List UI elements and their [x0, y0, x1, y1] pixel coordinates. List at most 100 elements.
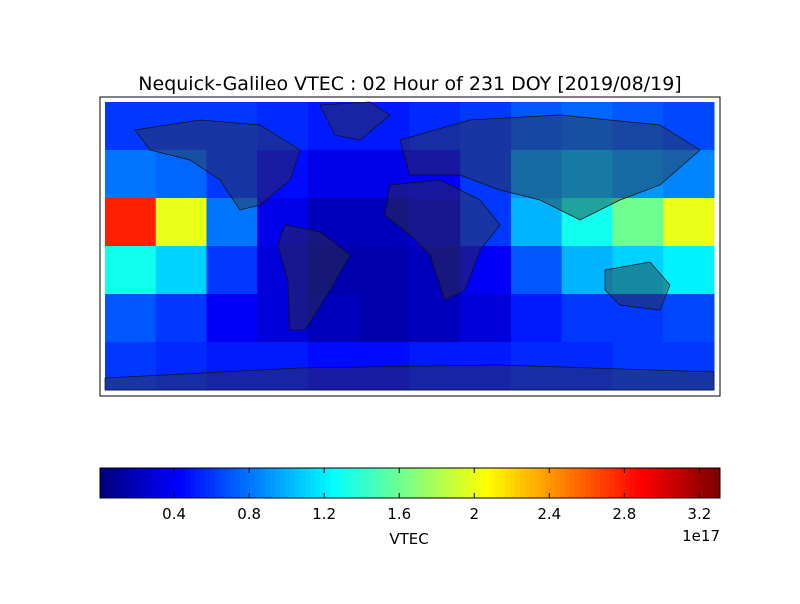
- colorbar-step: [550, 468, 556, 498]
- colorbar-step: [290, 468, 296, 498]
- vtec-cell: [206, 102, 258, 151]
- africa: [384, 179, 501, 301]
- colorbar-tick-label: 0.8: [237, 505, 261, 523]
- vtec-cell: [561, 198, 613, 247]
- colorbar-step: [270, 468, 276, 498]
- colorbar-tick-label: 2.8: [612, 505, 636, 523]
- vtec-cell: [308, 198, 360, 247]
- vtec-cell: [358, 102, 410, 151]
- colorbar-step: [385, 468, 391, 498]
- vtec-cell: [257, 198, 309, 247]
- colorbar-step: [275, 468, 281, 498]
- vtec-cell: [206, 294, 258, 343]
- colorbar-step: [145, 468, 151, 498]
- vtec-cell: [612, 102, 664, 151]
- vtec-cell: [409, 102, 461, 151]
- colorbar-step: [705, 468, 711, 498]
- colorbar-step: [425, 468, 431, 498]
- vtec-cell: [155, 198, 207, 247]
- vtec-cell: [612, 342, 664, 391]
- vtec-cell: [206, 342, 258, 391]
- colorbar-step: [180, 468, 186, 498]
- colorbar-step: [355, 468, 361, 498]
- colorbar-step: [120, 468, 126, 498]
- colorbar-step: [430, 468, 436, 498]
- colorbar-step: [475, 468, 481, 498]
- colorbar-step: [250, 468, 256, 498]
- colorbar-step: [255, 468, 261, 498]
- colorbar-step: [470, 468, 476, 498]
- colorbar-step: [220, 468, 226, 498]
- colorbar-step: [495, 468, 501, 498]
- vtec-cell: [308, 150, 360, 199]
- colorbar-step: [545, 468, 551, 498]
- colorbar-step: [335, 468, 341, 498]
- colorbar-step: [445, 468, 451, 498]
- vtec-cell: [257, 246, 309, 295]
- colorbar-step: [360, 468, 366, 498]
- colorbar-step: [515, 468, 521, 498]
- vtec-cell: [409, 150, 461, 199]
- colorbar-step: [325, 468, 331, 498]
- colorbar-step: [405, 468, 411, 498]
- colorbar-step: [440, 468, 446, 498]
- colorbar-step: [685, 468, 691, 498]
- vtec-cell: [561, 150, 613, 199]
- colorbar-step: [305, 468, 311, 498]
- vtec-cell: [511, 198, 563, 247]
- colorbar-step: [260, 468, 266, 498]
- colorbar-tick-label: 0.4: [162, 505, 186, 523]
- map-title: Nequick-Galileo VTEC : 02 Hour of 231 DO…: [138, 73, 681, 95]
- vtec-cell: [612, 246, 664, 295]
- colorbar-step: [645, 468, 651, 498]
- colorbar-step: [370, 468, 376, 498]
- vtec-cell: [257, 102, 309, 151]
- colorbar-step: [350, 468, 356, 498]
- colorbar-step: [300, 468, 306, 498]
- colorbar-step: [365, 468, 371, 498]
- vtec-cell: [206, 246, 258, 295]
- colorbar-step: [340, 468, 346, 498]
- vtec-cell: [308, 246, 360, 295]
- colorbar-step: [600, 468, 606, 498]
- vtec-cell: [257, 150, 309, 199]
- colorbar-step: [715, 468, 721, 498]
- vtec-cell: [105, 198, 157, 247]
- vtec-cell: [511, 150, 563, 199]
- colorbar-step: [665, 468, 671, 498]
- colorbar-step: [230, 468, 236, 498]
- vtec-cell: [409, 198, 461, 247]
- colorbar-step: [115, 468, 121, 498]
- colorbar-step: [225, 468, 231, 498]
- colorbar-step: [235, 468, 241, 498]
- colorbar-step: [185, 468, 191, 498]
- colorbar-step: [490, 468, 496, 498]
- vtec-cell: [460, 198, 512, 247]
- colorbar-step: [200, 468, 206, 498]
- vtec-cell: [358, 294, 410, 343]
- colorbar-step: [510, 468, 516, 498]
- vtec-cell: [155, 102, 207, 151]
- vtec-cell: [663, 342, 715, 391]
- vtec-cell: [511, 102, 563, 151]
- colorbar-step: [330, 468, 336, 498]
- colorbar-step: [390, 468, 396, 498]
- greenland: [319, 101, 391, 141]
- vtec-cell: [155, 246, 207, 295]
- vtec-cell: [612, 294, 664, 343]
- colorbar-tick-label: 2.4: [537, 505, 561, 523]
- colorbar-step: [695, 468, 701, 498]
- colorbar-step: [465, 468, 471, 498]
- colorbar-step: [620, 468, 626, 498]
- colorbar-step: [635, 468, 641, 498]
- colorbar-step: [100, 468, 106, 498]
- vtec-cell: [460, 102, 512, 151]
- vtec-cell: [155, 342, 207, 391]
- vtec-cell: [663, 246, 715, 295]
- colorbar-step: [285, 468, 291, 498]
- colorbar-step: [190, 468, 196, 498]
- colorbar-tick-label: 1.6: [387, 505, 411, 523]
- colorbar-step: [210, 468, 216, 498]
- vtec-cell: [308, 294, 360, 343]
- vtec-cell: [561, 294, 613, 343]
